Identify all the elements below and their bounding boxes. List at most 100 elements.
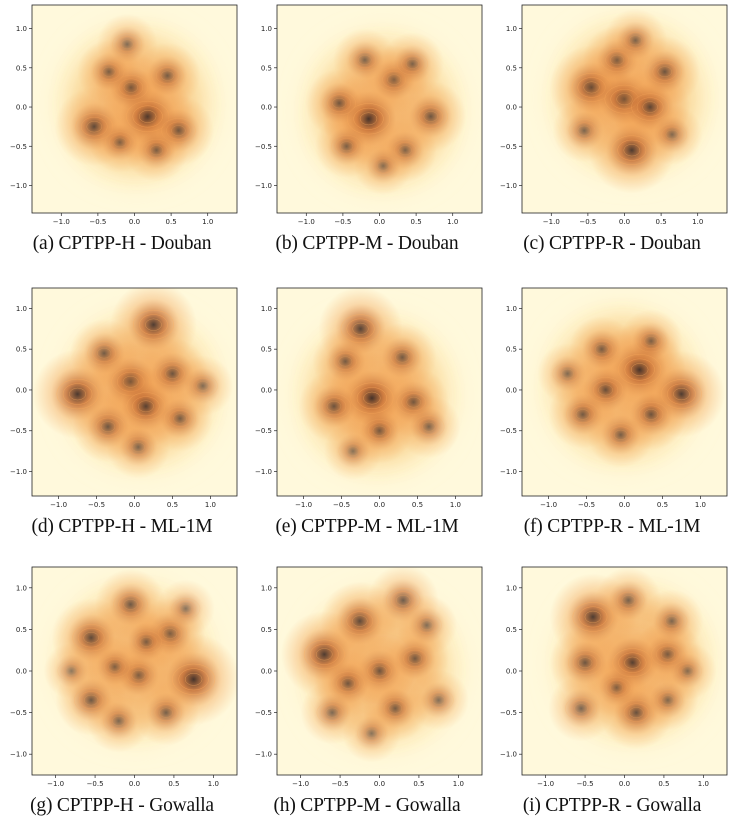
- contour-line: [623, 144, 641, 157]
- density-peak: [87, 689, 151, 753]
- x-tick-label: −1.0: [295, 501, 312, 509]
- contour-line: [145, 318, 162, 331]
- x-tick-label: −0.5: [334, 218, 351, 226]
- contour-line: [163, 406, 197, 431]
- subplot: −1.0 −0.5 0.0 0.5 1.0 1.0 0.5 0.0 −0.5 −1.0 (f) CP…: [490, 283, 734, 559]
- contour-line: [556, 365, 579, 382]
- y-tick-label: −0.5: [10, 709, 27, 717]
- density-peak: [354, 136, 413, 196]
- y-tick-label: −1.0: [500, 182, 517, 190]
- contour-line: [657, 692, 679, 708]
- contour-line: [417, 418, 440, 435]
- contour-line: [321, 704, 344, 721]
- contour-line: [159, 707, 173, 718]
- subfigure-caption: (d) CPTPP-H - ML-1M: [31, 516, 213, 537]
- contour-line: [339, 141, 354, 152]
- contour-line: [155, 67, 179, 84]
- density-peak: [552, 98, 616, 163]
- contour-line: [405, 58, 420, 69]
- y-tick-label: 0.0: [261, 386, 272, 394]
- density-peak: [69, 318, 139, 388]
- subfigure-caption: (c) CPTPP-R - Douban: [523, 233, 701, 254]
- contour-line: [325, 707, 339, 718]
- y-tick-label: 1.0: [506, 584, 517, 592]
- density-plot: −1.0 −0.5 0.0 0.5 1.0 1.0 0.5 0.0 −0.5 −1.0: [255, 287, 483, 509]
- y-tick-label: 0.0: [261, 104, 272, 112]
- y-tick-label: −0.5: [500, 709, 517, 717]
- y-tick-label: 0.0: [506, 104, 517, 112]
- contour-line: [594, 344, 609, 355]
- x-tick-label: 1.0: [453, 780, 464, 788]
- x-tick-label: 0.0: [619, 218, 630, 226]
- density-peak: [380, 32, 445, 96]
- density-peak: [587, 401, 654, 468]
- contour-line: [108, 662, 122, 672]
- x-tick-label: −0.5: [332, 780, 349, 788]
- y-tick-label: −0.5: [500, 427, 517, 435]
- x-tick-label: 0.0: [129, 501, 140, 509]
- contour-line: [335, 138, 358, 155]
- contour-line: [135, 633, 158, 650]
- subfigure-caption: (i) CPTPP-R - Gowalla: [522, 795, 702, 816]
- density-peak: [603, 8, 668, 73]
- contour-line: [610, 682, 624, 693]
- contour-line: [333, 353, 357, 370]
- contour-line: [327, 94, 352, 112]
- contour-line: [365, 728, 378, 739]
- subplot: −1.0 −0.5 0.0 0.5 1.0 1.0 0.5 0.0 −0.5 −1.0 (a) CP…: [0, 0, 244, 276]
- contour-line: [133, 309, 174, 340]
- y-tick-label: −1.0: [255, 751, 272, 759]
- density-peak: [89, 111, 151, 173]
- contour-line: [69, 387, 87, 401]
- density-plot: −1.0 −0.5 0.0 0.5 1.0 1.0 0.5 0.0 −0.5 −1.0: [10, 566, 238, 788]
- density-peak: [586, 657, 648, 719]
- y-tick-label: −0.5: [500, 143, 517, 151]
- contour-line: [338, 356, 353, 367]
- contour-line: [427, 692, 450, 708]
- contour-line: [657, 123, 688, 146]
- x-tick-label: −0.5: [578, 501, 595, 509]
- contour-line: [552, 362, 583, 385]
- x-tick-label: 1.0: [447, 218, 458, 226]
- x-tick-label: 0.5: [166, 218, 177, 226]
- y-tick-label: −0.5: [255, 709, 272, 717]
- density-peak: [133, 679, 200, 746]
- contour-line: [652, 62, 677, 81]
- y-tick-label: 1.0: [261, 25, 272, 33]
- density-plot: −1.0 −0.5 0.0 0.5 1.0 1.0 0.5 0.0 −0.5 −1.0: [10, 287, 238, 509]
- density-peak: [43, 643, 100, 699]
- x-tick-label: 1.0: [205, 501, 216, 509]
- contour-line: [416, 617, 438, 634]
- contour-line: [665, 129, 679, 140]
- contour-line: [665, 616, 679, 627]
- y-tick-label: 1.0: [261, 584, 272, 592]
- density-peak: [84, 636, 146, 698]
- y-tick-label: 1.0: [261, 305, 272, 313]
- contour-line: [413, 104, 448, 129]
- subplot: −1.0 −0.5 0.0 0.5 1.0 1.0 0.5 0.0 −0.5 −1.0 (e) CP…: [245, 283, 489, 559]
- contour-line: [352, 615, 368, 627]
- density-peak: [172, 355, 234, 417]
- contour-line: [390, 348, 415, 366]
- density-field: [537, 309, 725, 468]
- y-tick-label: −1.0: [500, 751, 517, 759]
- subfigure-caption: (b) CPTPP-M - Douban: [275, 233, 459, 254]
- contour-line: [577, 657, 593, 668]
- contour-line: [357, 722, 387, 744]
- contour-line: [139, 636, 154, 647]
- y-tick-label: −0.5: [255, 143, 272, 151]
- contour-line: [411, 614, 442, 637]
- contour-line: [574, 703, 589, 714]
- contour-line: [149, 145, 164, 156]
- x-tick-label: 1.0: [698, 780, 709, 788]
- x-tick-label: 0.5: [167, 501, 178, 509]
- x-tick-label: 1.0: [695, 501, 706, 509]
- contour-line: [418, 107, 443, 126]
- contour-line: [173, 413, 187, 424]
- contour-line: [407, 653, 423, 664]
- x-tick-label: −1.0: [298, 218, 315, 226]
- contour-line: [104, 131, 135, 154]
- x-tick-label: 0.0: [374, 501, 385, 509]
- contour-line: [77, 628, 105, 648]
- subfigure-caption: (h) CPTPP-M - Gowalla: [273, 795, 461, 816]
